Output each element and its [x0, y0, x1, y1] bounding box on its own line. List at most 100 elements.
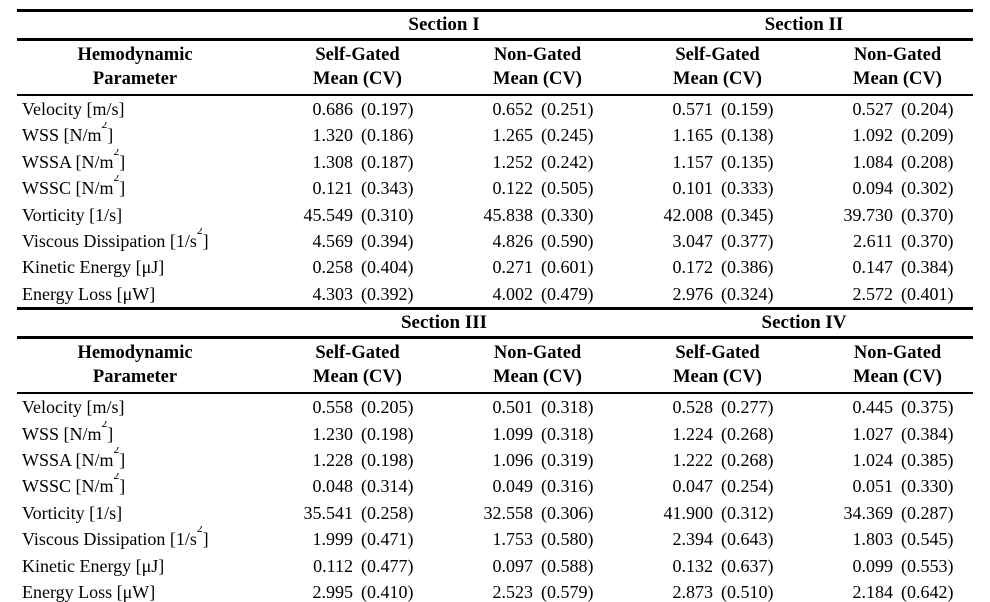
mean-cv-pair: 1.084 (0.208) [793, 149, 973, 175]
cv-value: (0.394) [361, 231, 414, 252]
mean-value: 0.528 [672, 397, 714, 418]
cv-value: (0.324) [721, 283, 774, 304]
mean-cv-pair: 4.002 (0.479) [433, 281, 613, 307]
parameter-label: Viscous Dissipation [1/s [22, 231, 197, 252]
data-cell: 1.224 (0.268) [613, 421, 793, 447]
cv-value: (0.197) [361, 99, 414, 119]
column-header-stat: Mean (CV) [853, 69, 942, 89]
cv-value: (0.287) [901, 502, 954, 523]
mean-value: 1.084 [852, 151, 894, 172]
mean-cv-pair: 1.024 (0.385) [793, 447, 973, 473]
mean-cv-pair: 0.501 (0.318) [433, 394, 613, 420]
data-cell: 2.873 (0.510) [613, 579, 793, 602]
cv-value: (0.318) [541, 423, 594, 444]
cv-value: (0.510) [721, 582, 774, 602]
mean-cv-pair: 0.271 (0.601) [433, 254, 613, 280]
parameter-header-line1: Hemodynamic [77, 343, 193, 364]
cv-value: (0.204) [901, 99, 954, 119]
cv-value: (0.553) [901, 555, 954, 576]
parameter-label-close: ] [107, 125, 114, 146]
mean-value: 2.523 [492, 582, 534, 602]
mean-value: 42.008 [663, 204, 714, 225]
cv-value: (0.333) [721, 178, 774, 199]
mean-cv-pair: 1.753 (0.580) [433, 526, 613, 552]
mean-cv-pair: 0.049 (0.316) [433, 473, 613, 499]
data-cell: 1.320 (0.186) [253, 122, 433, 148]
parameter-cell: Kinetic Energy [μJ] [17, 254, 253, 280]
data-cell: 0.501 (0.318) [433, 393, 613, 420]
data-cell: 1.999 (0.471) [253, 526, 433, 552]
parameter-label: WSSC [N/m [22, 178, 114, 199]
parameter-superscript: 2 [113, 447, 120, 457]
parameter-label: Velocity [m/s] [22, 99, 125, 119]
parameter-header-line2: Parameter [92, 367, 178, 388]
mean-value: 1.099 [492, 423, 534, 444]
mean-value: 1.265 [492, 125, 534, 146]
mean-cv-pair: 4.303 (0.392) [253, 281, 433, 307]
mean-value: 1.024 [852, 450, 894, 471]
parameter-label-close: ] [202, 529, 209, 550]
cv-value: (0.319) [541, 450, 594, 471]
mean-value: 1.157 [672, 151, 714, 172]
mean-cv-pair: 4.569 (0.394) [253, 228, 433, 254]
mean-cv-pair: 0.048 (0.314) [253, 473, 433, 499]
parameter-label: WSSC [N/m [22, 476, 114, 497]
data-cell: 34.369 (0.287) [793, 500, 973, 526]
mean-cv-pair: 1.224 (0.268) [613, 421, 793, 447]
data-cell: 2.611 (0.370) [793, 228, 973, 254]
section-header-row: Section III Section IV [17, 310, 974, 340]
parameter-label-close: ] [119, 178, 126, 199]
data-cell: 1.222 (0.268) [613, 447, 793, 473]
cv-value: (0.302) [901, 178, 954, 199]
mean-value: 4.002 [492, 283, 534, 304]
cv-value: (0.370) [901, 204, 954, 225]
parameter-label-close: ] [202, 231, 209, 252]
cv-value: (0.545) [901, 529, 954, 550]
parameter-superscript: 2 [196, 526, 203, 536]
data-cell: 0.094 (0.302) [793, 175, 973, 201]
data-cell: 1.265 (0.245) [433, 122, 613, 148]
mean-value: 2.873 [672, 582, 714, 602]
column-header-gating: Non-Gated [493, 343, 582, 364]
mean-value: 0.571 [672, 99, 714, 119]
mean-value: 2.572 [852, 283, 894, 304]
mean-value: 2.995 [312, 582, 354, 602]
mean-value: 1.228 [312, 450, 354, 471]
mean-cv-pair: 1.096 (0.319) [433, 447, 613, 473]
mean-value: 0.094 [852, 178, 894, 199]
data-cell: 2.572 (0.401) [793, 281, 973, 309]
data-cell: 4.303 (0.392) [253, 281, 433, 309]
mean-value: 35.541 [303, 502, 354, 523]
parameter-label: Viscous Dissipation [1/s [22, 529, 197, 550]
section-header-spacer [17, 10, 253, 41]
mean-value: 3.047 [672, 231, 714, 252]
parameter-cell: WSSA [N/m2] [17, 149, 253, 175]
data-cell: 0.445 (0.375) [793, 393, 973, 420]
parameter-cell: WSSC [N/m2] [17, 175, 253, 201]
section-header-right: Section II [613, 10, 973, 41]
data-cell: 2.523 (0.579) [433, 579, 613, 602]
cv-value: (0.330) [541, 204, 594, 225]
column-header: Non-Gated Mean (CV) [793, 337, 974, 395]
parameter-superscript: 2 [113, 175, 120, 185]
column-header: Self-Gated Mean (CV) [253, 337, 433, 395]
column-header-stat: Mean (CV) [673, 69, 762, 89]
column-header-gating: Self-Gated [315, 343, 400, 364]
parameter-header-line1: Hemodynamic [77, 45, 193, 65]
mean-value: 1.252 [492, 151, 534, 172]
mean-value: 0.172 [672, 257, 714, 278]
data-cell: 0.101 (0.333) [613, 175, 793, 201]
data-cell: 35.541 (0.258) [253, 500, 433, 526]
mean-value: 0.048 [312, 476, 354, 497]
parameter-column-header: Hemodynamic Parameter [17, 337, 253, 395]
mean-cv-pair: 45.838 (0.330) [433, 202, 613, 228]
mean-cv-pair: 0.558 (0.205) [253, 394, 433, 420]
mean-value: 1.165 [672, 125, 714, 146]
data-cell: 1.099 (0.318) [433, 421, 613, 447]
table-row: WSSC [N/m2] 0.048 (0.314) 0.049 (0.316) … [17, 473, 973, 499]
data-cell: 32.558 (0.306) [433, 500, 613, 526]
data-cell: 4.569 (0.394) [253, 228, 433, 254]
mean-value: 0.686 [312, 99, 354, 119]
data-cell: 0.112 (0.477) [253, 553, 433, 579]
mean-value: 0.051 [852, 476, 894, 497]
